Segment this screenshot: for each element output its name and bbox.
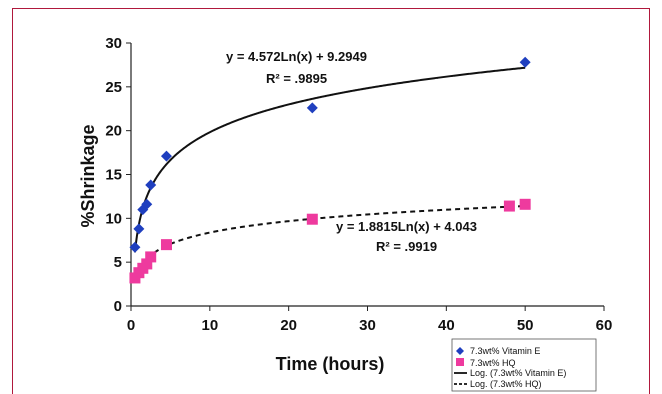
y-tick-label: 20 — [105, 123, 122, 140]
legend-vitamin-e: 7.3wt% Vitamin E — [470, 346, 540, 356]
y-tick-label: 30 — [105, 35, 122, 52]
x-tick-label: 40 — [438, 317, 455, 334]
legend-log-vitamin-e: Log. (7.3wt% Vitamin E) — [470, 368, 566, 378]
x-tick-label: 20 — [280, 317, 297, 334]
x-axis-title: Time (hours) — [276, 354, 385, 374]
vitamin-e-point — [160, 150, 172, 162]
trendlines — [133, 66, 526, 283]
vitamin-e-r2: R² = .9895 — [266, 71, 327, 86]
hq-point — [519, 198, 531, 210]
legend-square-icon — [456, 358, 464, 366]
x-tick-label: 50 — [517, 317, 534, 334]
vitamin-e-trendline — [133, 66, 526, 253]
legend-diamond-icon — [456, 347, 464, 355]
y-tick-label: 15 — [105, 167, 122, 184]
y-tick-label: 25 — [105, 79, 122, 96]
y-tick-label: 10 — [105, 210, 122, 227]
vitamin-e-point — [141, 198, 153, 210]
hq-r2: R² = .9919 — [376, 239, 437, 254]
hq-point — [306, 213, 318, 225]
vitamin-e-point — [306, 102, 318, 114]
x-tick-label: 10 — [201, 317, 218, 334]
x-tick-label: 30 — [359, 317, 376, 334]
vitamin-e-point — [145, 179, 157, 191]
x-tick-label: 60 — [596, 317, 613, 334]
hq-point — [160, 239, 172, 251]
legend-hq: 7.3wt% HQ — [470, 358, 516, 368]
hq-point — [145, 251, 157, 263]
vitamin-e-point — [129, 241, 141, 253]
x-tick-label: 0 — [127, 317, 135, 334]
hq-trendline — [133, 205, 526, 283]
data-points — [129, 56, 531, 284]
y-tick-label: 0 — [114, 298, 122, 315]
vitamin-e-equation: y = 4.572Ln(x) + 9.2949 — [226, 49, 367, 64]
legend: 7.3wt% Vitamin E 7.3wt% HQ Log. (7.3wt% … — [451, 338, 597, 392]
vitamin-e-point — [519, 56, 531, 68]
tick-labels: 0 5 10 15 20 25 30 0 10 20 30 40 50 60 — [105, 35, 612, 334]
legend-box — [451, 338, 597, 392]
legend-log-hq: Log. (7.3wt% HQ) — [470, 379, 542, 389]
vitamin-e-point — [133, 223, 145, 235]
y-axis-title: %Shrinkage — [78, 124, 98, 227]
chart-frame — [12, 8, 650, 394]
hq-point — [503, 200, 515, 212]
axes — [126, 42, 605, 311]
y-tick-label: 5 — [114, 254, 122, 271]
hq-equation: y = 1.8815Ln(x) + 4.043 — [336, 219, 477, 234]
hq-point — [141, 258, 153, 270]
